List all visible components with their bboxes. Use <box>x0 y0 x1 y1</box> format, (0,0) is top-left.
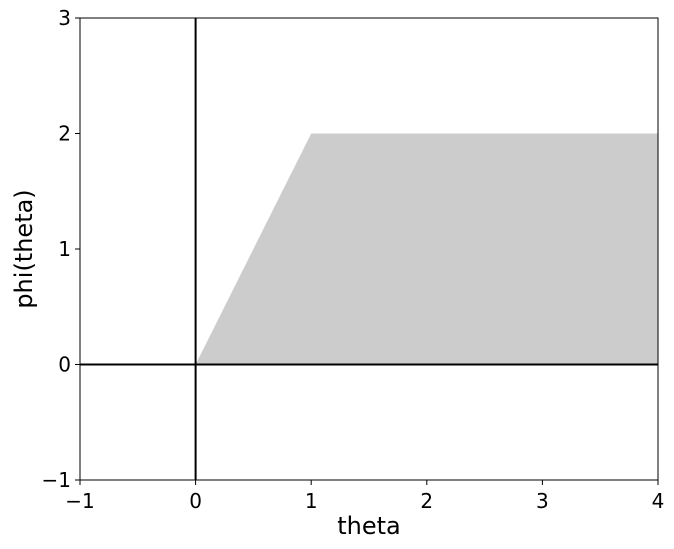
fill-layer <box>195 133 658 365</box>
y-tick-label: 3 <box>58 6 71 30</box>
x-tick-label: 1 <box>305 489 318 513</box>
x-tick-label: 3 <box>536 489 549 513</box>
x-tick-label: 0 <box>189 489 202 513</box>
x-tick-label: 4 <box>652 489 665 513</box>
y-tick-label: 2 <box>58 122 71 146</box>
x-axis-title: theta <box>337 512 401 540</box>
ticks: −1 0 1 2 3 4 −1 0 1 2 3 <box>42 6 665 513</box>
y-tick-label: −1 <box>42 468 71 492</box>
reference-lines <box>80 18 658 480</box>
x-tick-label: −1 <box>65 489 94 513</box>
y-tick-label: 0 <box>58 353 71 377</box>
x-tick-label: 2 <box>420 489 433 513</box>
y-tick-label: 1 <box>58 237 71 261</box>
y-axis-title: phi(theta) <box>10 189 38 308</box>
filled-region-0 <box>195 133 658 365</box>
